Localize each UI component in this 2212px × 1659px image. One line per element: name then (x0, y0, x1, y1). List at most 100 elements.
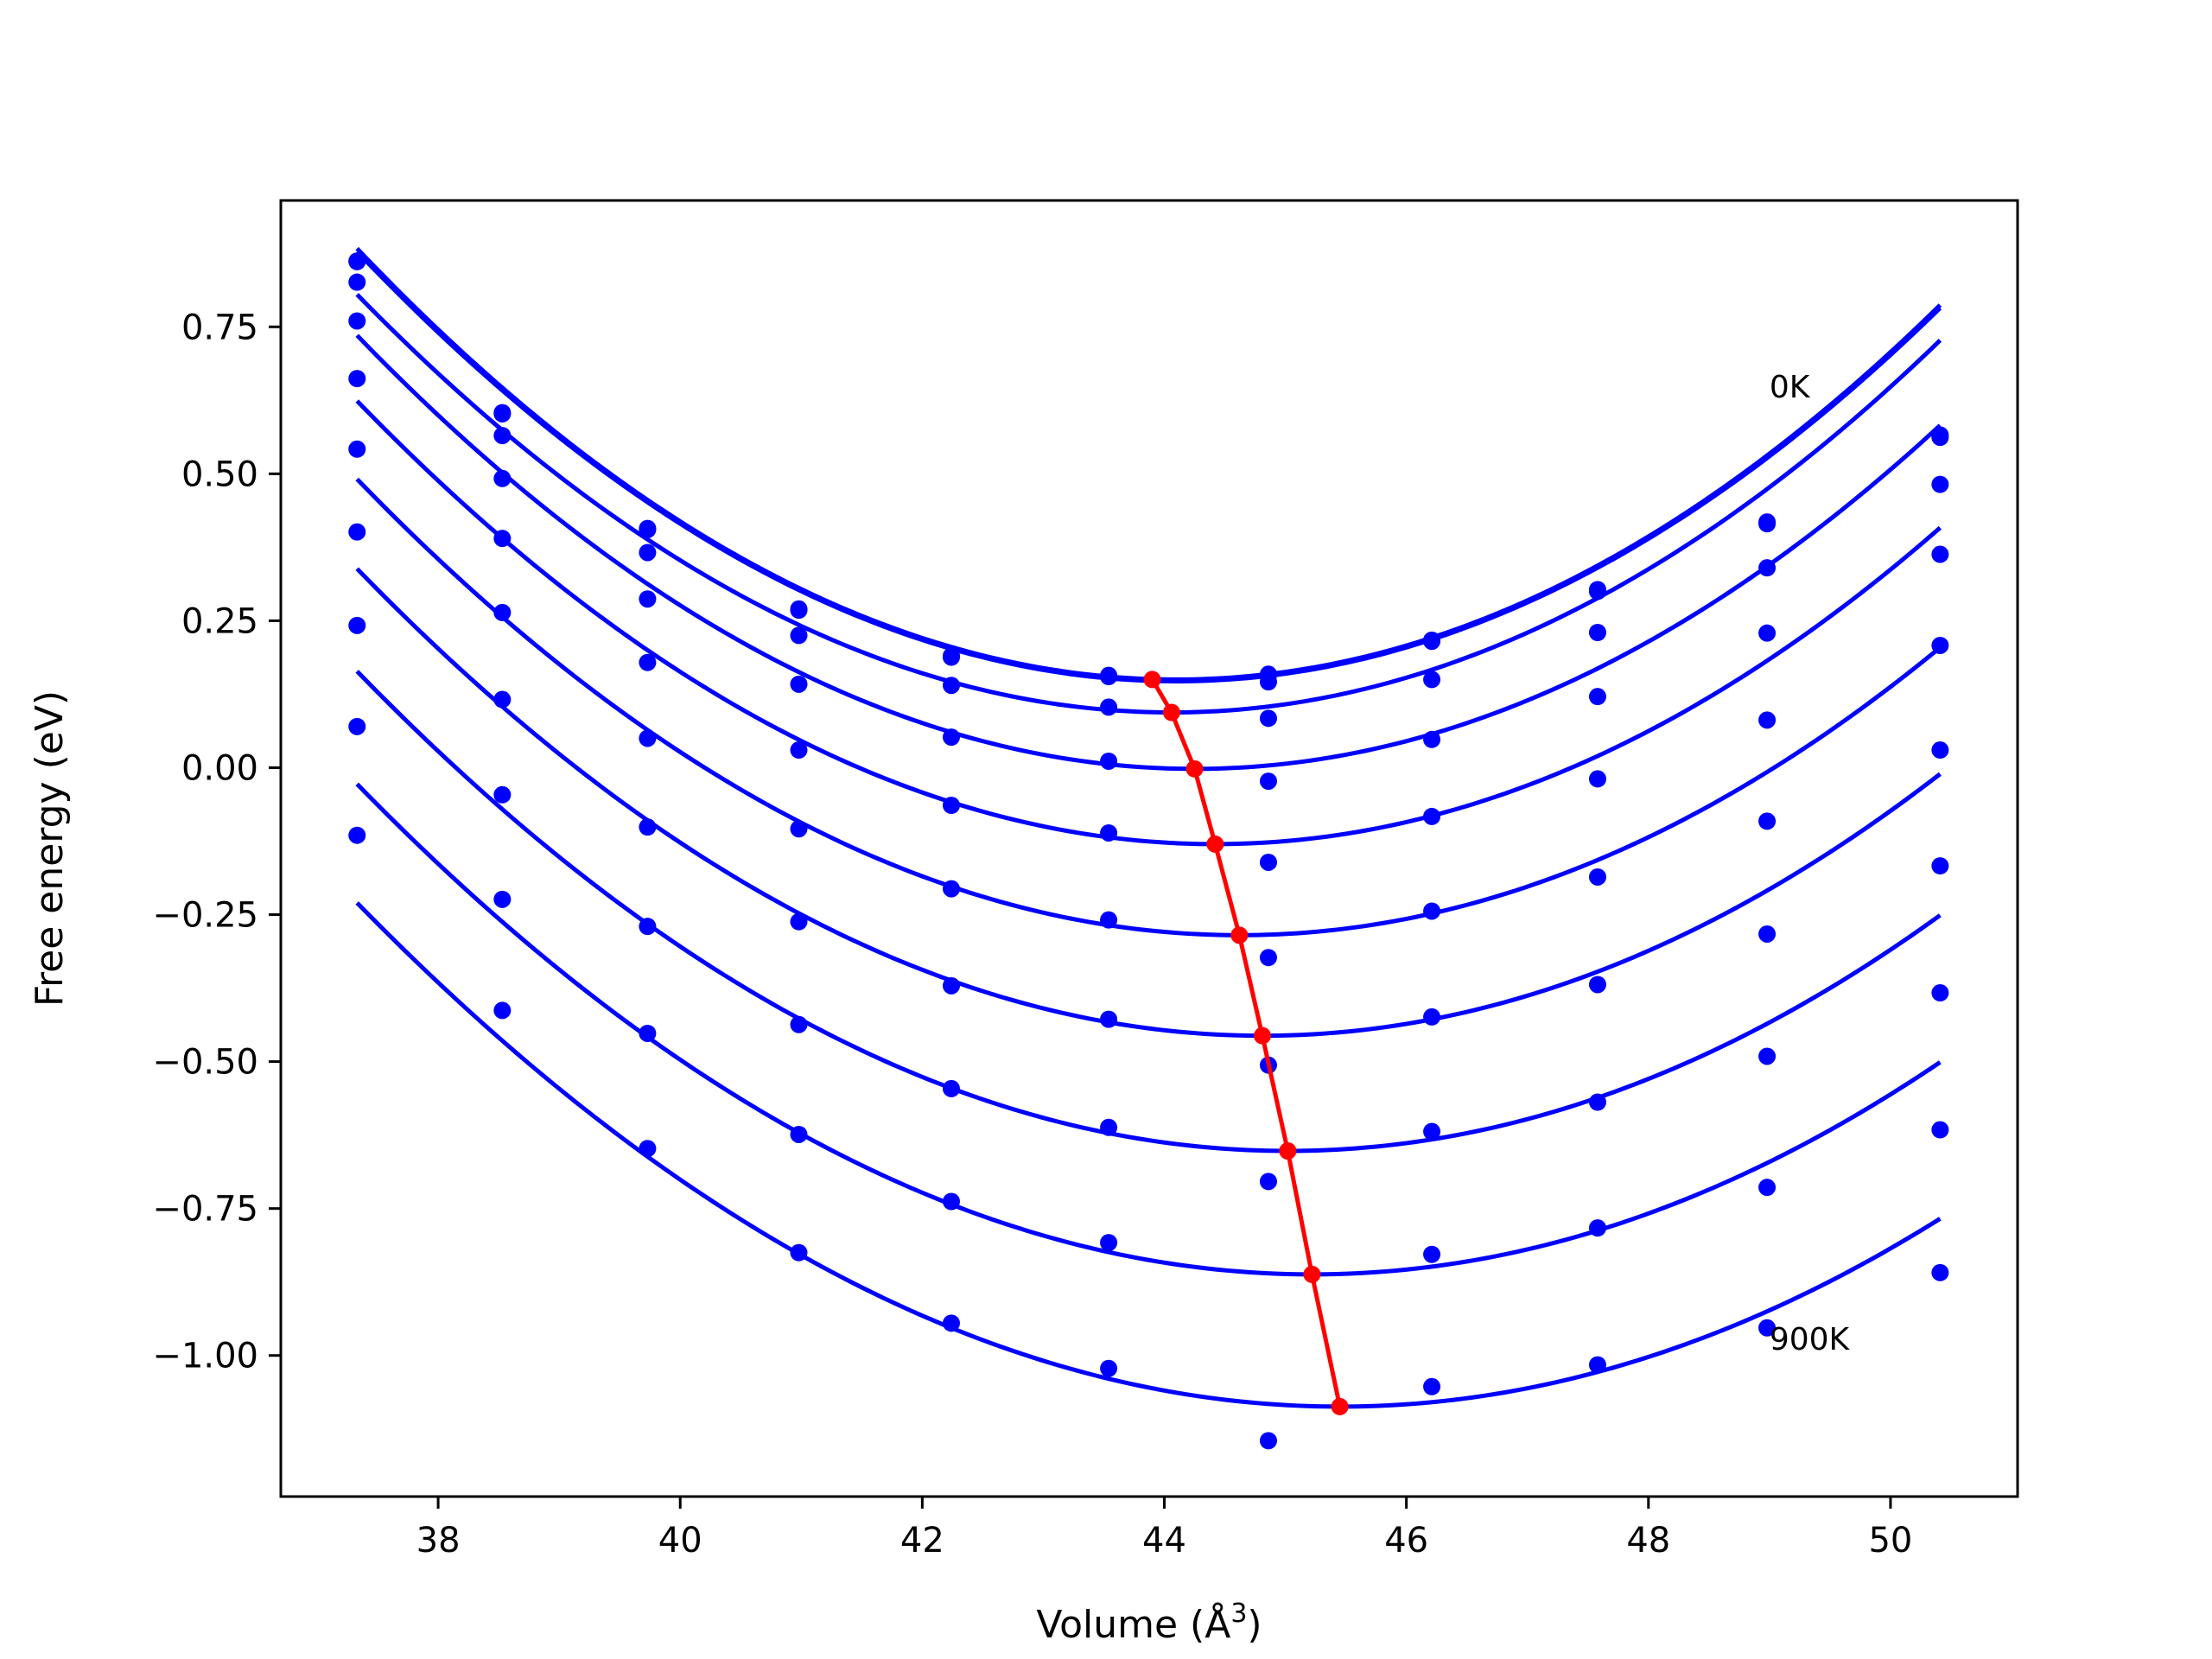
y-tick-label-3: −0.25 (152, 896, 258, 936)
x-axis-ticks: 38 40 42 44 46 48 50 (416, 1497, 1912, 1560)
data-point-1-4 (942, 648, 960, 666)
data-point-2-5 (1100, 698, 1118, 716)
y-tick-label-4: 0.00 (181, 748, 258, 788)
data-point-6-4 (942, 976, 960, 995)
data-point-7-3 (790, 1015, 808, 1033)
data-point-3-9 (1758, 624, 1777, 642)
data-point-2-8 (1588, 624, 1606, 641)
y-tick-label-6: 0.50 (181, 454, 258, 494)
data-point-1-7 (1423, 632, 1441, 651)
minimum-path-point-4 (1230, 926, 1249, 944)
data-point-8-3 (790, 1125, 808, 1143)
data-point-9-4 (942, 1314, 960, 1332)
minimum-path-point-1 (1162, 703, 1180, 721)
data-point-4-5 (1100, 823, 1118, 842)
data-point-9-2 (639, 1140, 657, 1158)
data-point-6-1 (493, 690, 512, 709)
x-tick-label-5: 48 (1626, 1521, 1670, 1560)
data-point-6-7 (1423, 1007, 1441, 1026)
data-point-3-3 (790, 675, 808, 693)
data-point-2-2 (639, 543, 657, 562)
fit-curve-2 (355, 293, 1942, 715)
x-axis-label-suffix: ) (1247, 1603, 1262, 1647)
data-point-5-0 (348, 440, 366, 458)
data-point-7-4 (942, 1079, 960, 1097)
data-point-1-9 (1758, 515, 1777, 533)
y-axis-label: Free energy (eV) (28, 690, 72, 1007)
data-point-1-2 (639, 520, 657, 538)
data-point-7-8 (1588, 1093, 1606, 1111)
fit-curve-6 (355, 567, 1942, 1039)
data-point-5-10 (1931, 741, 1949, 760)
y-tick-label-1: −0.75 (152, 1190, 258, 1230)
minimum-path-point-7 (1303, 1265, 1321, 1283)
minimum-path-point-8 (1331, 1397, 1349, 1415)
fit-curve-4 (355, 399, 1942, 847)
data-point-9-5 (1100, 1359, 1118, 1377)
data-point-8-6 (1259, 1173, 1277, 1191)
data-point-6-5 (1100, 1010, 1118, 1028)
data-point-4-2 (639, 653, 657, 671)
data-point-5-5 (1100, 911, 1118, 929)
data-point-9-9 (1758, 1319, 1777, 1337)
data-point-2-0 (348, 273, 366, 291)
data-point-8-2 (639, 1024, 657, 1042)
data-points (348, 252, 1949, 1450)
data-point-8-10 (1931, 1121, 1949, 1139)
minimum-path-point-3 (1206, 835, 1224, 853)
data-point-9-3 (790, 1243, 808, 1262)
fit-curve-3 (355, 334, 1942, 772)
data-point-7-1 (493, 785, 512, 804)
data-point-1-0 (348, 252, 366, 270)
data-point-4-9 (1758, 711, 1777, 729)
annotations: 0K 900K (1770, 370, 1851, 1357)
data-point-4-4 (942, 797, 960, 814)
data-point-9-6 (1259, 1432, 1277, 1450)
data-point-9-1 (493, 1001, 512, 1020)
data-point-4-8 (1588, 770, 1606, 788)
x-axis-label-main: Volume (Å (1036, 1601, 1230, 1647)
data-point-7-9 (1758, 1047, 1777, 1065)
minimum-path-point-0 (1143, 671, 1161, 689)
plot-frame (279, 199, 2019, 1498)
data-point-7-2 (639, 918, 657, 936)
data-point-9-10 (1931, 1263, 1949, 1281)
data-point-6-8 (1588, 976, 1606, 994)
data-point-3-7 (1423, 730, 1441, 748)
data-point-3-5 (1100, 752, 1118, 770)
x-axis-label: Volume (Å3) (1036, 1599, 1262, 1647)
data-point-1-3 (790, 601, 808, 620)
data-point-3-0 (348, 312, 366, 330)
data-point-5-9 (1758, 812, 1777, 830)
data-point-3-8 (1588, 688, 1606, 706)
data-point-4-6 (1259, 772, 1277, 791)
data-point-7-7 (1423, 1122, 1441, 1141)
data-point-4-0 (348, 370, 366, 388)
x-axis-label-superscript: 3 (1230, 1599, 1247, 1629)
data-point-2-9 (1758, 559, 1777, 577)
data-point-3-6 (1259, 709, 1277, 728)
y-tick-label-7: 0.75 (181, 308, 258, 347)
data-point-5-7 (1423, 902, 1441, 920)
x-tick-label-1: 40 (658, 1521, 702, 1560)
data-point-3-10 (1931, 545, 1949, 563)
data-point-1-8 (1588, 582, 1606, 601)
data-point-5-3 (790, 820, 808, 838)
data-point-8-9 (1758, 1179, 1777, 1197)
annotation-900K: 900K (1770, 1322, 1851, 1357)
data-point-5-2 (639, 729, 657, 747)
data-point-6-2 (639, 818, 657, 836)
data-point-4-7 (1423, 807, 1441, 825)
data-point-5-8 (1588, 868, 1606, 886)
data-point-2-10 (1931, 475, 1949, 493)
data-point-5-4 (942, 880, 960, 898)
minimum-path (1143, 671, 1349, 1415)
data-point-2-7 (1423, 671, 1441, 689)
x-tick-label-6: 50 (1868, 1521, 1912, 1560)
fit-curve-8 (355, 782, 1942, 1277)
y-axis-ticks: −1.00 −0.75 −0.50 −0.25 0.00 0.25 0.50 0.75 (152, 308, 281, 1376)
y-tick-label-0: −1.00 (152, 1337, 258, 1376)
x-tick-label-2: 42 (900, 1521, 944, 1560)
data-point-8-5 (1100, 1234, 1118, 1252)
